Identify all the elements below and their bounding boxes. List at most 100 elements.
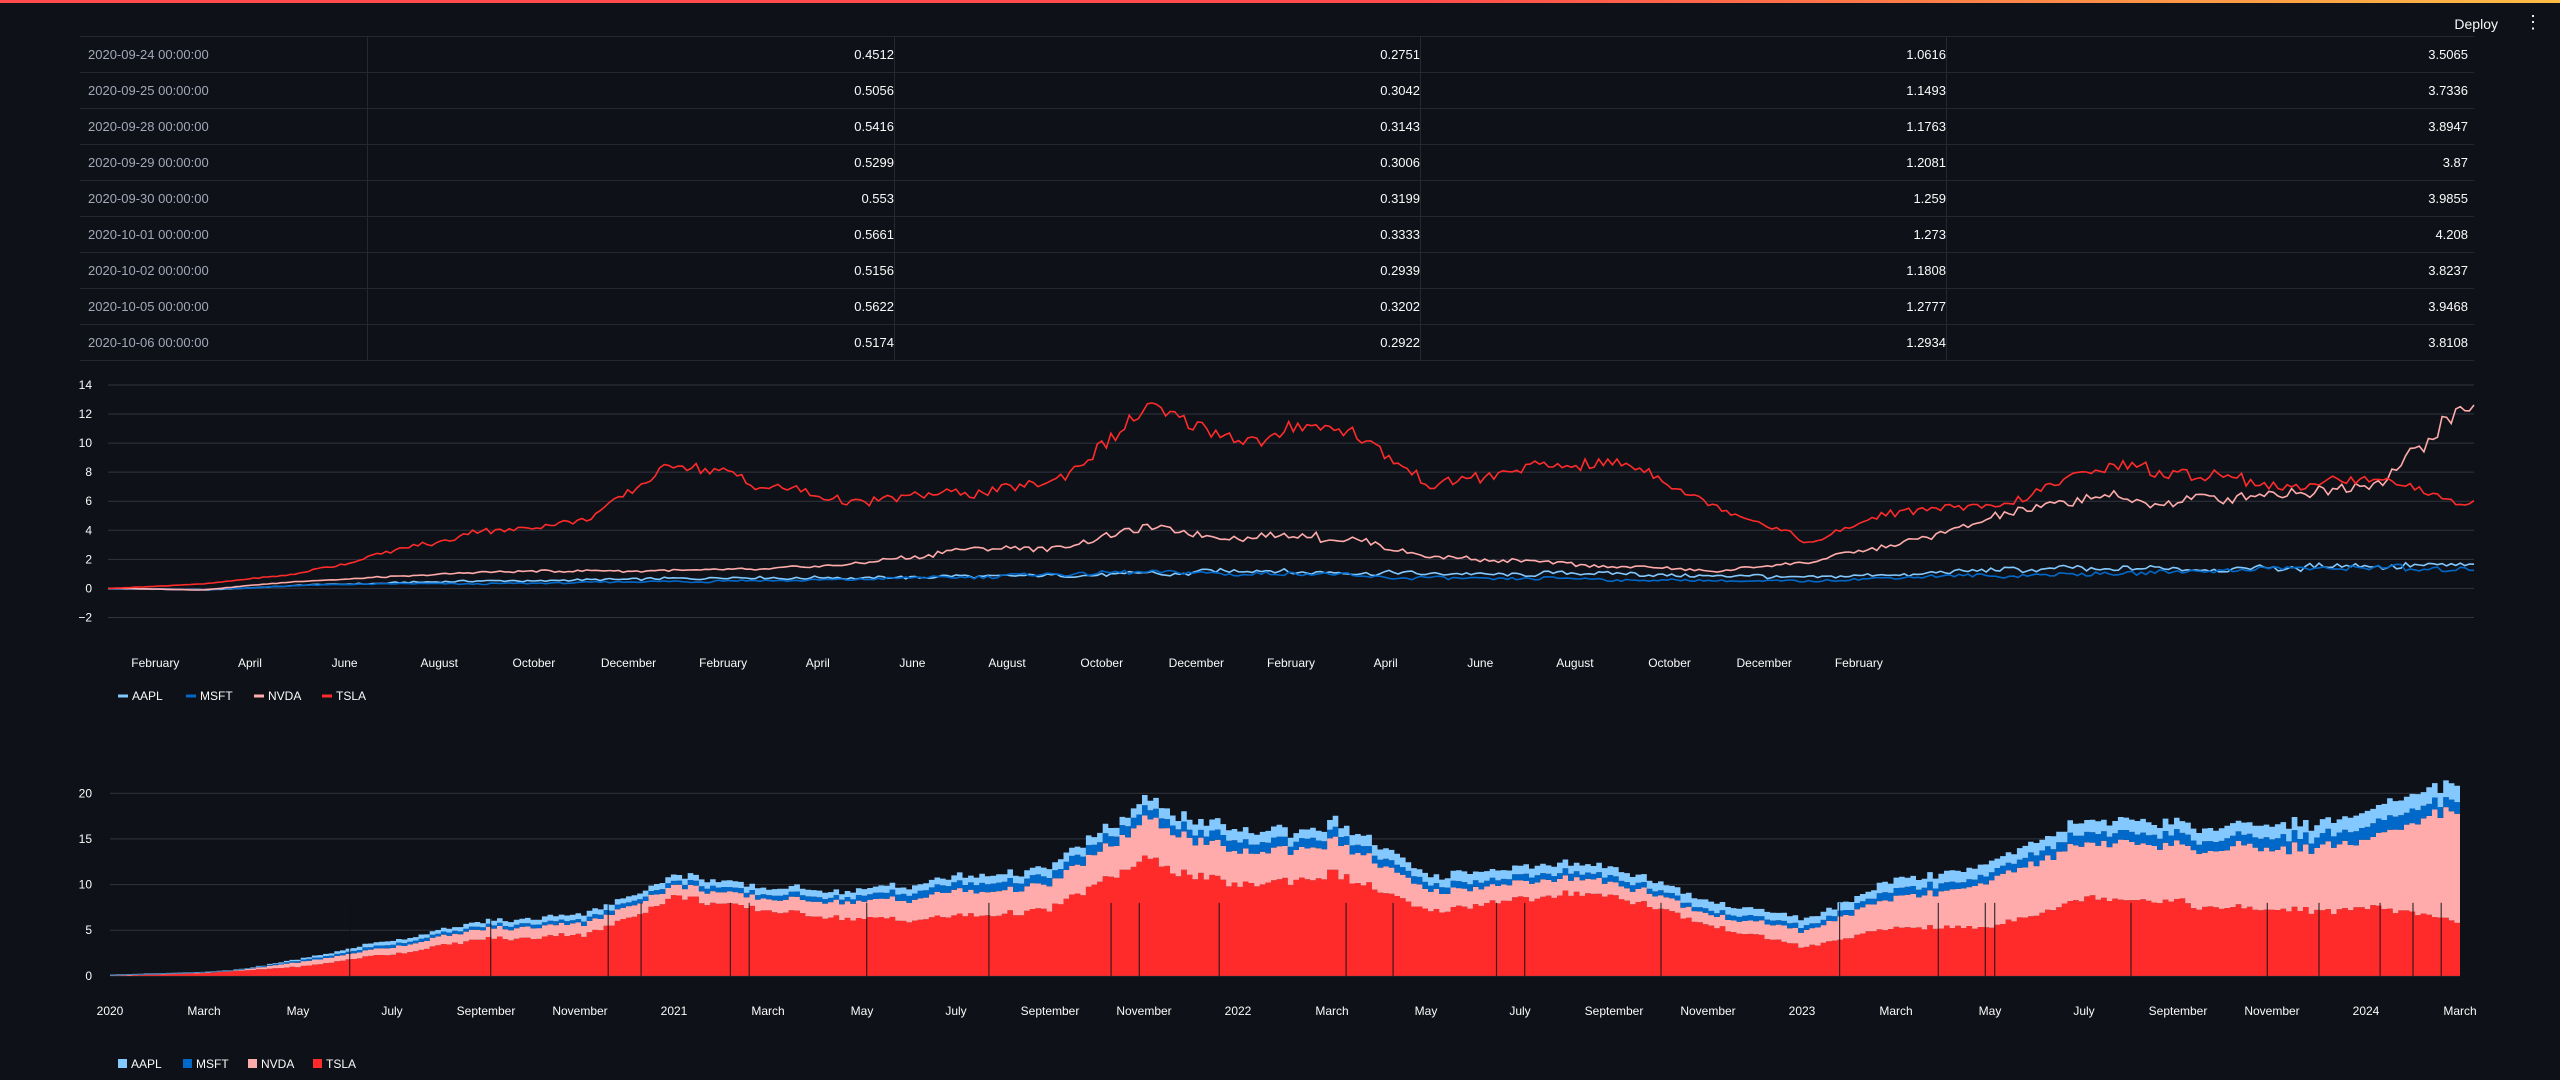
date-cell: 2020-10-05 00:00:00: [88, 299, 209, 314]
kebab-menu-icon[interactable]: ⋮: [2524, 12, 2542, 32]
x-tick-label: February: [131, 656, 179, 670]
value-cell: 0.4512: [854, 47, 894, 62]
column-divider: [367, 181, 368, 216]
value-cell: 0.5174: [854, 335, 894, 350]
value-cell: 0.5056: [854, 83, 894, 98]
date-cell: 2020-09-29 00:00:00: [88, 155, 209, 170]
x-tick-label: April: [806, 656, 830, 670]
column-divider: [894, 253, 895, 288]
table-row[interactable]: 2020-09-24 00:00:00 0.4512 0.2751 1.0616 3.5…: [80, 36, 2474, 73]
legend-label: AAPL: [132, 689, 163, 703]
series-line-nvda: [108, 404, 2475, 591]
column-divider: [1420, 217, 1421, 252]
date-cell: 2020-09-28 00:00:00: [88, 119, 209, 134]
x-tick-label: March: [187, 1004, 220, 1018]
legend-swatch: [313, 1059, 322, 1068]
x-tick-label: August: [421, 656, 459, 670]
column-divider: [367, 37, 368, 72]
x-tick-label: June: [1467, 656, 1493, 670]
x-tick-label: February: [699, 656, 747, 670]
y-tick-label: 0: [85, 969, 92, 983]
value-cell: 1.2081: [1906, 155, 1946, 170]
column-divider: [894, 145, 895, 180]
table-row[interactable]: 2020-10-02 00:00:00 0.5156 0.2939 1.1808 3.8…: [80, 253, 2474, 289]
date-cell: 2020-09-24 00:00:00: [88, 47, 209, 62]
x-tick-label: December: [1737, 656, 1792, 670]
table-row[interactable]: 2020-09-25 00:00:00 0.5056 0.3042 1.1493 3.7…: [80, 73, 2474, 109]
value-cell: 0.553: [861, 191, 894, 206]
column-divider: [367, 73, 368, 108]
x-tick-label: August: [1556, 656, 1594, 670]
date-cell: 2020-09-25 00:00:00: [88, 83, 209, 98]
column-divider: [367, 253, 368, 288]
column-divider: [1420, 289, 1421, 324]
x-tick-label: October: [1648, 656, 1691, 670]
value-cell: 1.273: [1913, 227, 1946, 242]
x-tick-label: June: [332, 656, 358, 670]
legend-label: MSFT: [200, 689, 233, 703]
value-cell: 0.3006: [1380, 155, 1420, 170]
column-divider: [894, 289, 895, 324]
value-cell: 0.5156: [854, 263, 894, 278]
date-cell: 2020-10-01 00:00:00: [88, 227, 209, 242]
value-cell: 0.5299: [854, 155, 894, 170]
column-divider: [894, 325, 895, 360]
value-cell: 3.5065: [2428, 47, 2468, 62]
value-cell: 1.259: [1913, 191, 1946, 206]
x-tick-label: May: [287, 1004, 310, 1018]
legend-label: TSLA: [336, 689, 366, 703]
x-tick-label: November: [1116, 1004, 1171, 1018]
value-cell: 0.3199: [1380, 191, 1420, 206]
x-tick-label: July: [381, 1004, 402, 1018]
x-tick-label: September: [1585, 1004, 1644, 1018]
value-cell: 0.3042: [1380, 83, 1420, 98]
column-divider: [367, 217, 368, 252]
table-row[interactable]: 2020-10-05 00:00:00 0.5622 0.3202 1.2777 3.9…: [80, 289, 2474, 325]
app-top-decoration: [0, 0, 2560, 3]
x-tick-label: September: [2149, 1004, 2208, 1018]
y-tick-label: −2: [78, 610, 92, 624]
value-cell: 3.8237: [2428, 263, 2468, 278]
value-cell: 3.8108: [2428, 335, 2468, 350]
x-tick-label: July: [1509, 1004, 1530, 1018]
y-tick-label: 8: [85, 465, 92, 479]
deploy-button[interactable]: Deploy: [2454, 16, 2498, 32]
table-row[interactable]: 2020-09-29 00:00:00 0.5299 0.3006 1.2081 3.8…: [80, 145, 2474, 181]
series-line-msft: [108, 563, 2474, 591]
y-tick-label: 0: [85, 581, 92, 595]
value-cell: 3.9468: [2428, 299, 2468, 314]
y-tick-label: 6: [85, 494, 92, 508]
table-row[interactable]: 2020-10-06 00:00:00 0.5174 0.2922 1.2934 3.8…: [80, 325, 2474, 361]
x-tick-label: May: [1979, 1004, 2002, 1018]
column-divider: [1420, 325, 1421, 360]
value-cell: 3.9855: [2428, 191, 2468, 206]
dataframe-table[interactable]: 2020-09-24 00:00:00 0.4512 0.2751 1.0616 3.5…: [80, 36, 2474, 361]
value-cell: 0.5416: [854, 119, 894, 134]
column-divider: [367, 145, 368, 180]
value-cell: 4.208: [2435, 227, 2468, 242]
x-tick-label: October: [1080, 656, 1123, 670]
table-row[interactable]: 2020-09-28 00:00:00 0.5416 0.3143 1.1763 3.8…: [80, 109, 2474, 145]
value-cell: 1.2934: [1906, 335, 1946, 350]
line-chart[interactable]: −2 0 2 4 6 8 10 12 14 February April June August Octo…: [0, 370, 2560, 710]
legend-label: MSFT: [196, 1057, 229, 1071]
x-tick-label: December: [601, 656, 656, 670]
area-band-tsla: [110, 855, 2460, 976]
series-line-tsla: [107, 402, 2475, 590]
value-cell: 0.5622: [854, 299, 894, 314]
value-cell: 3.7336: [2428, 83, 2468, 98]
column-divider: [1420, 145, 1421, 180]
value-cell: 1.1808: [1906, 263, 1946, 278]
table-row[interactable]: 2020-10-01 00:00:00 0.5661 0.3333 1.273 4.20…: [80, 217, 2474, 253]
x-tick-label: May: [1415, 1004, 1438, 1018]
column-divider: [367, 109, 368, 144]
value-cell: 0.3202: [1380, 299, 1420, 314]
date-cell: 2020-10-02 00:00:00: [88, 263, 209, 278]
column-divider: [1420, 253, 1421, 288]
x-tick-label: November: [552, 1004, 607, 1018]
column-divider: [894, 217, 895, 252]
column-divider: [1946, 37, 1947, 72]
table-row[interactable]: 2020-09-30 00:00:00 0.553 0.3199 1.259 3.985…: [80, 181, 2474, 217]
x-tick-label: September: [1021, 1004, 1080, 1018]
